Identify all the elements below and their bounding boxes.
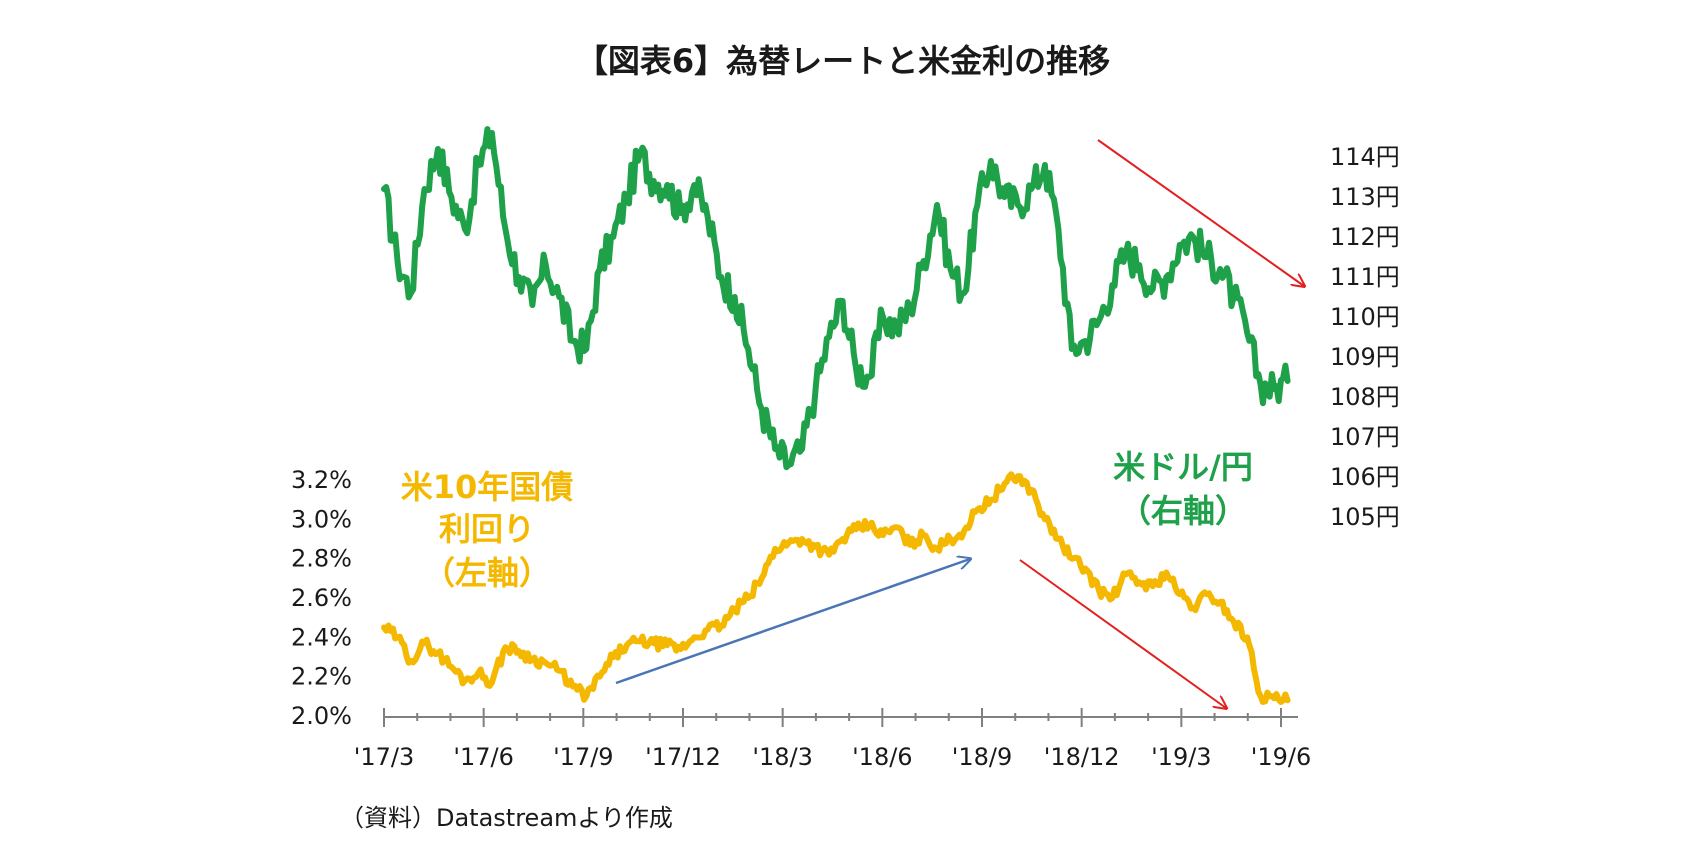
left-tick-label: 2.8% xyxy=(291,545,352,573)
yield-annotation: 米10年国債 利回り （左軸） xyxy=(401,468,574,592)
x-axis-minor-ticks xyxy=(416,713,1249,721)
x-tick-label: '18/9 xyxy=(952,743,1013,771)
left-axis-tick-labels: 3.2% 3.0% 2.8% 2.6% 2.4% 2.2% 2.0% xyxy=(291,466,352,730)
yield-annotation-line-1: 米10年国債 xyxy=(401,468,574,506)
left-tick-label: 3.0% xyxy=(291,505,352,533)
yield-annotation-line-2: 利回り xyxy=(439,510,535,548)
fx-annotation-line-1: 米ドル/円 xyxy=(1113,448,1253,486)
x-tick-label: '17/12 xyxy=(645,743,721,771)
right-tick-label: 108円 xyxy=(1330,383,1400,411)
right-tick-label: 107円 xyxy=(1330,423,1400,451)
x-tick-label: '17/9 xyxy=(553,743,614,771)
right-tick-label: 114円 xyxy=(1330,143,1400,171)
fx-annotation: 米ドル/円 （右軸） xyxy=(1113,448,1253,530)
right-tick-label: 110円 xyxy=(1330,303,1400,331)
x-tick-label: '17/3 xyxy=(354,743,415,771)
right-tick-label: 111円 xyxy=(1330,263,1400,291)
left-tick-label: 2.4% xyxy=(291,623,352,651)
x-tick-label: '18/6 xyxy=(852,743,913,771)
left-tick-label: 2.0% xyxy=(291,702,352,730)
fx-annotation-line-2: （右軸） xyxy=(1119,492,1247,530)
x-axis: '17/3 '17/6 '17/9 '17/12 '18/3 '18/6 '18/9 '18/… xyxy=(354,708,1312,771)
x-tick-label: '18/3 xyxy=(752,743,813,771)
right-tick-label: 113円 xyxy=(1330,183,1400,211)
right-tick-label: 105円 xyxy=(1330,503,1400,531)
series-us10y-yield-line xyxy=(381,471,1291,705)
right-tick-label: 109円 xyxy=(1330,343,1400,371)
left-tick-label: 2.6% xyxy=(291,584,352,612)
x-tick-label: '19/6 xyxy=(1251,743,1312,771)
yield-down-arrow xyxy=(1019,559,1226,708)
left-tick-label: 2.2% xyxy=(291,663,352,691)
fx-down-arrow xyxy=(1097,139,1304,286)
x-axis-tick-labels: '17/3 '17/6 '17/9 '17/12 '18/3 '18/6 '18/9 '18/… xyxy=(354,743,1312,771)
source-note: （資料）Datastreamより作成 xyxy=(340,804,673,832)
right-tick-label: 112円 xyxy=(1330,223,1400,251)
yield-annotation-line-3: （左軸） xyxy=(423,554,551,592)
yield-up-arrow xyxy=(615,559,970,685)
series-usdjpy-line xyxy=(381,126,1291,471)
x-tick-label: '18/12 xyxy=(1044,743,1120,771)
x-tick-label: '19/3 xyxy=(1151,743,1212,771)
x-axis-major-ticks xyxy=(383,708,1282,727)
left-tick-label: 3.2% xyxy=(291,466,352,494)
right-tick-label: 106円 xyxy=(1330,463,1400,491)
chart-title: 【図表6】為替レートと米金利の推移 xyxy=(576,42,1110,80)
right-axis-tick-labels: 114円 113円 112円 111円 110円 109円 108円 107円 106円 105円 xyxy=(1330,143,1400,531)
x-tick-label: '17/6 xyxy=(453,743,514,771)
